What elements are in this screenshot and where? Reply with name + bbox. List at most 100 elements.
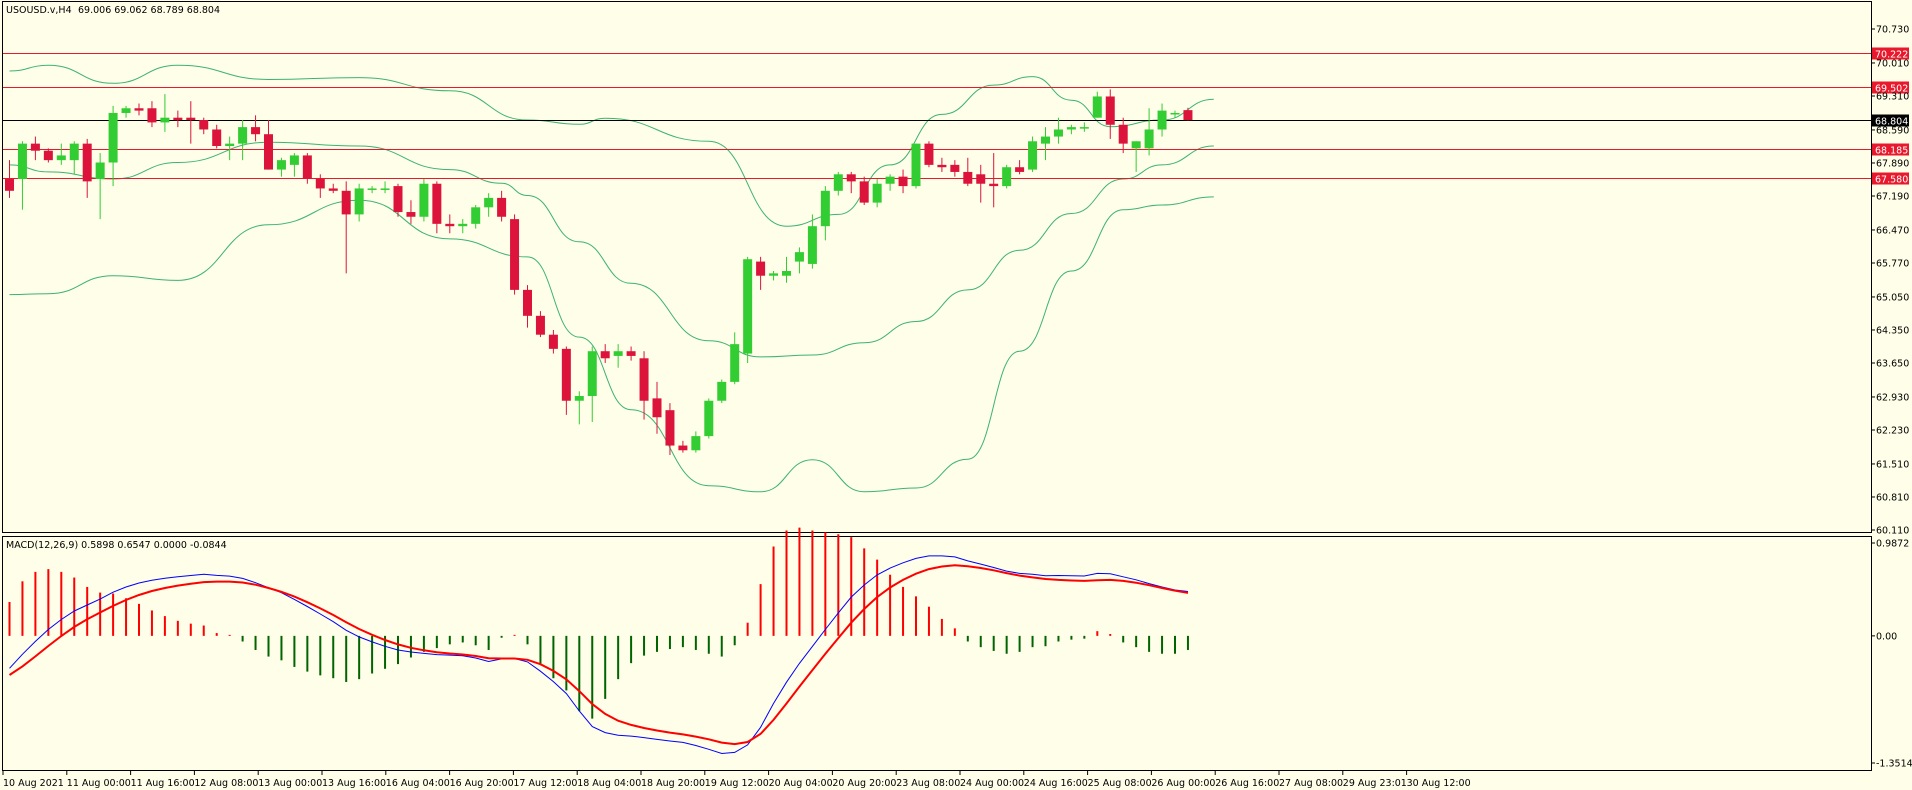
candle-body[interactable] <box>30 143 40 151</box>
candle-body[interactable] <box>898 176 908 187</box>
candle-body[interactable] <box>1144 129 1154 149</box>
candle-body[interactable] <box>613 351 623 356</box>
candle-body[interactable] <box>251 127 261 135</box>
candle-body[interactable] <box>471 207 481 224</box>
price-panel[interactable] <box>2 1 1872 533</box>
candle-body[interactable] <box>341 190 351 215</box>
candle-body[interactable] <box>186 117 196 121</box>
candle-body[interactable] <box>173 117 183 121</box>
candle-body[interactable] <box>872 183 882 203</box>
candle-body[interactable] <box>225 143 235 146</box>
candle-body[interactable] <box>963 171 973 184</box>
candle-body[interactable] <box>1041 136 1050 144</box>
candle-body[interactable] <box>548 334 558 349</box>
candle-body[interactable] <box>989 183 999 187</box>
candle-body[interactable] <box>1118 124 1128 144</box>
price-axis-label: 69.310 <box>1876 91 1909 102</box>
candle-body[interactable] <box>445 223 455 227</box>
candle-body[interactable] <box>807 226 817 264</box>
candle-body[interactable] <box>885 176 895 184</box>
candle-body[interactable] <box>743 259 753 354</box>
candle-body[interactable] <box>833 174 843 191</box>
candle-body[interactable] <box>535 315 545 335</box>
candle-body[interactable] <box>419 183 429 217</box>
candle-body[interactable] <box>1002 167 1012 187</box>
candle-body[interactable] <box>678 445 688 451</box>
candle-body[interactable] <box>820 190 830 227</box>
candle-body[interactable] <box>704 400 714 437</box>
candle-body[interactable] <box>1105 96 1115 125</box>
candle-body[interactable] <box>717 381 727 401</box>
candle-body[interactable] <box>1053 129 1063 137</box>
candle-body[interactable] <box>561 348 571 401</box>
candle-body[interactable] <box>5 179 14 191</box>
candle-body[interactable] <box>1028 141 1038 170</box>
candle-body[interactable] <box>976 174 986 184</box>
candle-body[interactable] <box>147 108 157 123</box>
candle-body[interactable] <box>924 143 934 165</box>
price-axis-label: 70.730 <box>1876 25 1909 36</box>
candle-body[interactable] <box>1131 141 1141 149</box>
macd-panel[interactable] <box>2 536 1872 771</box>
candle-body[interactable] <box>354 188 364 215</box>
candle-body[interactable] <box>769 273 779 276</box>
macd-axis: 0.9872 0.00 -1.3514 <box>1871 539 1912 770</box>
candle-body[interactable] <box>289 155 299 165</box>
candle-body[interactable] <box>1183 110 1193 121</box>
candle-body[interactable] <box>82 143 92 182</box>
candle-body[interactable] <box>432 183 442 224</box>
candle-body[interactable] <box>691 436 701 451</box>
candle-body[interactable] <box>393 186 403 213</box>
candle-body[interactable] <box>626 351 636 356</box>
candle-body[interactable] <box>121 108 131 113</box>
candle-body[interactable] <box>950 164 960 172</box>
candle-body[interactable] <box>56 155 66 161</box>
candle-body[interactable] <box>756 261 766 276</box>
candle-body[interactable] <box>730 344 740 382</box>
candle-body[interactable] <box>911 143 921 187</box>
candle-body[interactable] <box>574 396 584 401</box>
candle-body[interactable] <box>859 181 869 203</box>
candle-body[interactable] <box>199 120 209 130</box>
candle-body[interactable] <box>43 150 53 161</box>
time-axis-label: 20 Aug 20:00 <box>832 778 896 789</box>
candle-body[interactable] <box>1092 96 1102 118</box>
candle-body[interactable] <box>328 188 338 191</box>
candle-body[interactable] <box>1079 127 1089 129</box>
candle-body[interactable] <box>652 398 662 418</box>
candle-body[interactable] <box>69 143 79 161</box>
candle-body[interactable] <box>238 127 248 144</box>
candle-body[interactable] <box>212 129 222 146</box>
candle-body[interactable] <box>1066 127 1076 130</box>
candle-body[interactable] <box>315 179 325 189</box>
candle-body[interactable] <box>160 117 170 123</box>
candle-body[interactable] <box>1015 167 1025 172</box>
candle-body[interactable] <box>639 358 649 401</box>
candle-body[interactable] <box>846 174 856 182</box>
candle-body[interactable] <box>367 188 377 190</box>
candle-body[interactable] <box>276 160 286 170</box>
candle-body[interactable] <box>794 252 804 262</box>
candle-body[interactable] <box>380 188 390 190</box>
candle-body[interactable] <box>458 223 468 227</box>
candle-body[interactable] <box>17 143 27 180</box>
candle-body[interactable] <box>937 164 947 168</box>
price-lines: 70.222 69.502 68.804 68.185 67.580 <box>3 47 1909 186</box>
candle-body[interactable] <box>484 197 494 208</box>
candle-body[interactable] <box>587 351 597 397</box>
candle-body[interactable] <box>497 197 507 217</box>
candle-body[interactable] <box>134 108 144 111</box>
candle-body[interactable] <box>600 351 610 359</box>
candle-body[interactable] <box>523 289 532 316</box>
candle-body[interactable] <box>510 219 520 290</box>
candle-body[interactable] <box>1157 110 1167 130</box>
candle-body[interactable] <box>108 112 118 163</box>
price-axis-label: 63.650 <box>1876 359 1909 370</box>
candle-body[interactable] <box>1170 112 1180 115</box>
candle-body[interactable] <box>264 134 273 170</box>
candle-body[interactable] <box>782 271 791 276</box>
candle-body[interactable] <box>302 155 312 180</box>
candle-body[interactable] <box>665 410 675 446</box>
candle-body[interactable] <box>406 212 416 217</box>
candle-body[interactable] <box>95 162 105 180</box>
